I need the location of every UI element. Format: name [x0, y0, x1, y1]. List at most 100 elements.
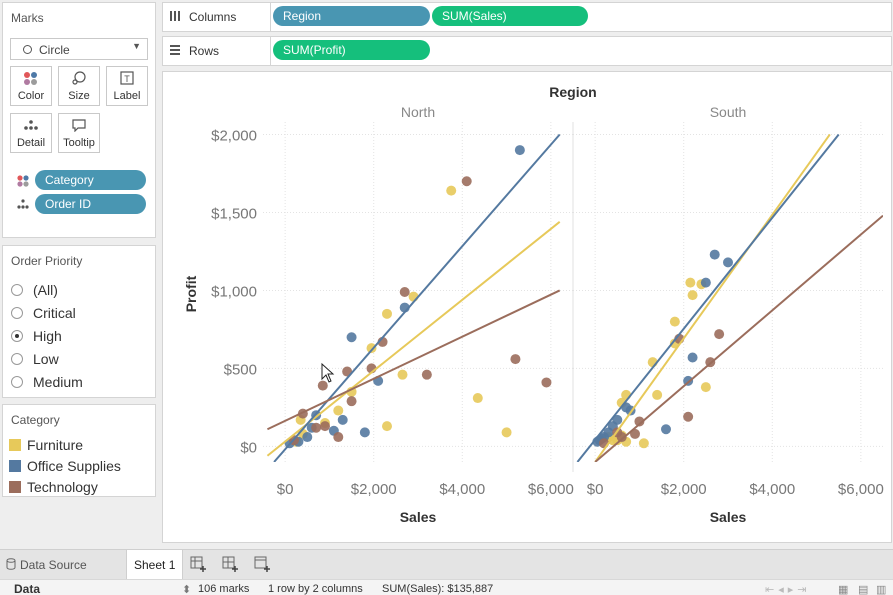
filter-option-label: Medium	[33, 374, 83, 390]
x-tick-label: $6,000	[528, 481, 574, 498]
data-point-office-supplies	[514, 145, 525, 156]
columns-icon	[169, 10, 181, 22]
radio-button[interactable]	[11, 376, 23, 388]
filter-option-label: (All)	[33, 282, 58, 298]
filter-option-label: High	[33, 328, 62, 344]
new-dashboard-icon[interactable]	[222, 556, 240, 575]
x-tick-label: $2,000	[351, 481, 397, 498]
data-point-technology	[634, 416, 645, 427]
data-point-technology	[346, 396, 357, 407]
tooltip-button-label: Tooltip	[63, 137, 95, 149]
mark-type-dropdown[interactable]: Circle ▼	[10, 38, 148, 60]
data-point-technology	[630, 428, 640, 439]
x-tick-label: $4,000	[749, 481, 795, 498]
data-point-furniture	[687, 290, 698, 301]
panel-header-north: North	[401, 104, 435, 120]
legend-swatch	[9, 439, 21, 451]
filter-title: Order Priority	[11, 254, 83, 268]
color-button[interactable]: Color	[10, 66, 52, 106]
scatter-chart[interactable]: Region Profit $0 $500 $1,000 $1,500 $2,000 Nort…	[163, 72, 891, 542]
data-source-label: Data Source	[20, 558, 87, 572]
data-point-technology	[510, 354, 521, 365]
chevron-down-icon: ▼	[132, 41, 141, 51]
rows-shelf[interactable]: Rows SUM(Profit)	[162, 36, 892, 66]
radio-button[interactable]	[11, 284, 23, 296]
label-icon: T	[107, 71, 147, 87]
film-view-icon[interactable]: ▥	[876, 584, 887, 595]
chart-title: Region	[549, 84, 596, 100]
trend-line-office-supplies	[576, 133, 840, 462]
data-pane-label[interactable]: Data	[14, 582, 41, 595]
mouse-cursor-icon	[321, 362, 335, 383]
trend-line-office-supplies	[273, 133, 561, 462]
legend-swatch	[9, 460, 21, 472]
data-point-furniture	[638, 438, 649, 449]
detail-icon	[16, 197, 30, 211]
circle-mark-icon	[23, 45, 32, 54]
label-button[interactable]: T Label	[106, 66, 148, 106]
detail-button[interactable]: Detail	[10, 113, 52, 153]
x-tick-label: $0	[587, 481, 604, 498]
mark-type-value: Circle	[39, 43, 70, 57]
radio-button[interactable]	[11, 307, 23, 319]
layout-summary: 1 row by 2 columns	[268, 583, 363, 595]
data-source-tab[interactable]: Data Source	[0, 550, 125, 579]
data-point-office-supplies	[661, 424, 671, 435]
data-point-office-supplies	[723, 257, 733, 268]
x-tick-label: $2,000	[661, 481, 707, 498]
worksheet-view[interactable]: Region Profit $0 $500 $1,000 $1,500 $2,000 Nort…	[162, 71, 892, 543]
trend-line-furniture	[266, 221, 561, 457]
data-point-technology	[320, 421, 330, 432]
data-point-technology	[421, 369, 432, 380]
data-point-technology	[311, 422, 322, 433]
columns-shelf[interactable]: Columns Region SUM(Sales)	[162, 2, 892, 32]
color-button-label: Color	[17, 90, 45, 102]
y-axis-label: Profit	[183, 275, 199, 312]
marks-count: 106 marks	[198, 583, 250, 595]
sheet-1-tab[interactable]: Sheet 1	[126, 550, 183, 579]
size-button[interactable]: Size	[58, 66, 100, 106]
detail-button-label: Detail	[16, 137, 46, 149]
legend-title: Category	[11, 413, 60, 427]
data-point-furniture	[685, 277, 696, 288]
data-point-furniture	[382, 308, 392, 319]
data-point-furniture	[446, 185, 457, 196]
legend-label: Technology	[27, 479, 98, 495]
x-axis-label: Sales	[400, 509, 437, 525]
region-column-pill[interactable]: Region	[273, 6, 430, 26]
sort-icon[interactable]: ⬍	[182, 584, 192, 595]
y-tick-label: $2,000	[211, 127, 257, 144]
radio-button-selected[interactable]	[11, 330, 23, 342]
sum-profit-row-pill[interactable]: SUM(Profit)	[273, 40, 430, 60]
trend-line-technology	[594, 214, 883, 462]
data-point-furniture	[501, 427, 512, 438]
pager-icons[interactable]: ⇤◂▸⇥	[765, 584, 811, 595]
data-point-furniture	[472, 393, 483, 404]
radio-button[interactable]	[11, 353, 23, 365]
new-story-icon[interactable]	[254, 556, 272, 575]
order-id-detail-pill[interactable]: Order ID	[35, 194, 146, 214]
tooltip-button[interactable]: Tooltip	[58, 113, 100, 153]
sum-sales-column-pill[interactable]: SUM(Sales)	[432, 6, 588, 26]
trend-line-technology	[266, 289, 561, 431]
data-point-furniture	[366, 343, 377, 354]
size-button-label: Size	[68, 90, 90, 102]
x-tick-label: $4,000	[439, 481, 485, 498]
list-view-icon[interactable]: ▤	[858, 584, 869, 595]
panel-header-south: South	[710, 104, 747, 120]
legend-label: Furniture	[27, 437, 84, 453]
data-point-furniture	[669, 316, 680, 327]
y-tick-label: $1,000	[211, 283, 257, 300]
label-button-label: Label	[113, 90, 141, 102]
y-tick-label: $0	[240, 439, 257, 456]
grid-view-icon[interactable]: ▦	[838, 584, 849, 595]
status-bar: Data ⬍ 106 marks 1 row by 2 columns SUM(…	[0, 579, 893, 595]
x-tick-label: $0	[277, 481, 294, 498]
marks-title: Marks	[11, 11, 44, 25]
color-icon	[16, 174, 30, 188]
filter-option-label: Low	[33, 351, 59, 367]
category-color-pill[interactable]: Category	[35, 170, 146, 190]
new-worksheet-icon[interactable]	[190, 556, 208, 575]
columns-label-text: Columns	[189, 10, 237, 24]
